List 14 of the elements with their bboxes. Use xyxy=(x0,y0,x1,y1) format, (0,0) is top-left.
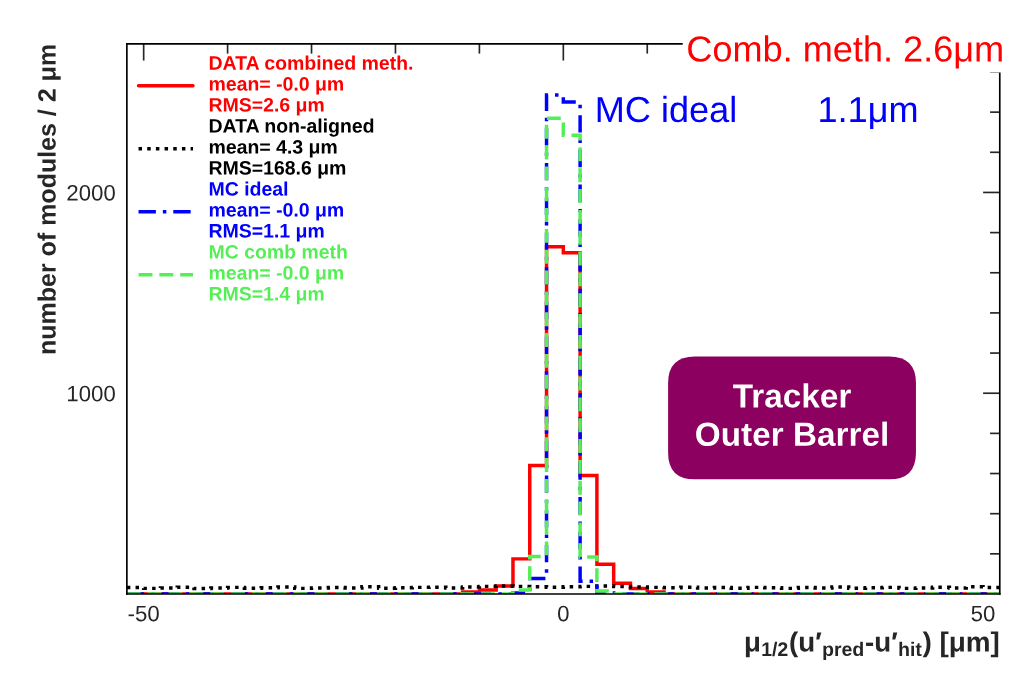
annotation: Comb. meth. 2.6μm xyxy=(688,35,1002,69)
legend-label: MC ideal mean= -0.0 μm RMS=1.1 μm xyxy=(209,181,343,242)
annotation: Tracker Outer Barrel xyxy=(696,383,887,447)
x-axis-title: μ$_{1/2}$(u′$_{pred}$-u′$_{hit}$) [μm] xyxy=(745,631,999,660)
y-tick-label: 1000 xyxy=(68,385,115,402)
x-tick-label: -50 xyxy=(128,605,159,622)
legend-label: MC comb meth mean= -0.0 μm RMS=1.4 μm xyxy=(209,244,347,305)
annotation: MC ideal 1.1μm xyxy=(597,95,917,129)
legend-label: DATA combined meth. mean= -0.0 μm RMS=2.6 μm xyxy=(209,55,413,116)
x-tick-label: 0 xyxy=(558,605,569,622)
y-axis-title: number of modules / 2 μm xyxy=(37,45,61,354)
y-tick-label: 2000 xyxy=(67,184,115,201)
x-tick-label: 50 xyxy=(971,605,995,622)
legend-label: DATA non-aligned mean= 4.3 μm RMS=168.6 μm xyxy=(209,118,374,179)
